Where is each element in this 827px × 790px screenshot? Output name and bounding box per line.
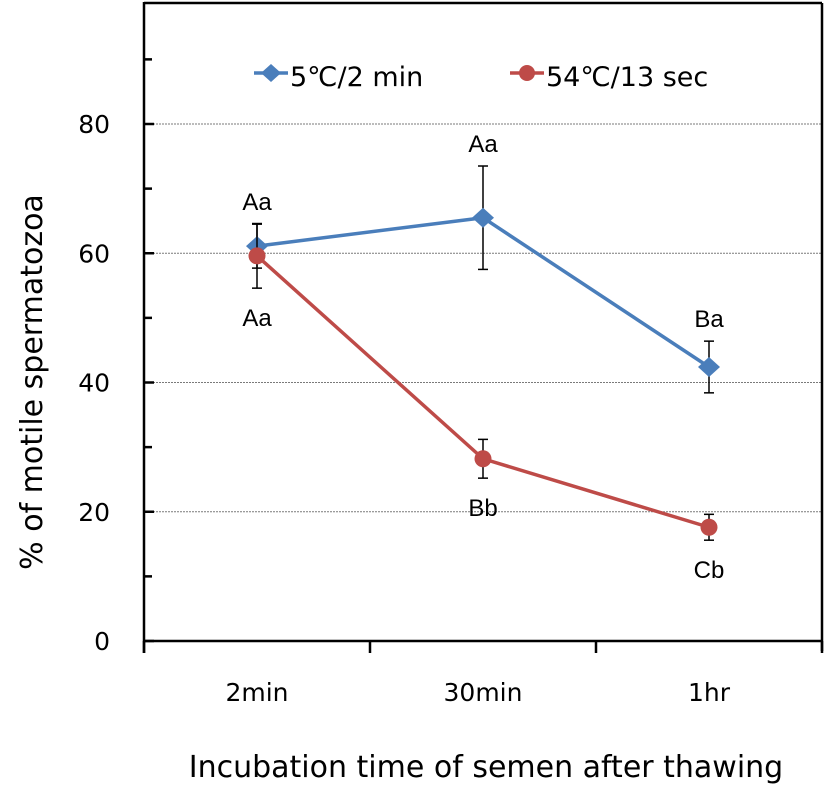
- data-point-diamond: [698, 356, 720, 377]
- data-point-circle: [700, 518, 718, 536]
- data-annotation: Bb: [468, 495, 497, 522]
- x-tick-label: 2min: [225, 678, 288, 707]
- x-axis-title: Incubation time of semen after thawing: [189, 750, 783, 785]
- series-0: [246, 165, 720, 394]
- y-tick-label: 0: [94, 627, 110, 656]
- data-point-diamond: [472, 207, 494, 228]
- y-tick-label: 80: [78, 110, 110, 139]
- legend-label: 54℃/13 sec: [546, 62, 708, 93]
- y-tick-label: 60: [78, 239, 110, 268]
- axes: [142, 1, 824, 653]
- legend-circle-icon: [519, 65, 535, 81]
- data-annotation: Cb: [694, 557, 725, 584]
- y-tick-label: 40: [78, 369, 110, 398]
- data-annotation: Aa: [242, 189, 272, 216]
- legend-item-1: 54℃/13 sec: [510, 62, 708, 93]
- data-annotation: Aa: [468, 131, 498, 158]
- legend: 5℃/2 min 54℃/13 sec: [254, 62, 708, 93]
- series-line: [255, 254, 710, 529]
- data-annotation: Aa: [242, 305, 272, 332]
- x-tick-label: 1hr: [688, 678, 731, 707]
- data-point-circle: [474, 450, 492, 468]
- legend-diamond-icon: [261, 64, 281, 82]
- data-annotation: Ba: [694, 306, 724, 333]
- y-tick-label: 20: [78, 498, 110, 527]
- y-axis-title: % of motile spermatozoa: [15, 194, 50, 570]
- series-1: [248, 222, 718, 541]
- series: [246, 165, 720, 541]
- legend-label: 5℃/2 min: [290, 62, 423, 93]
- legend-item-0: 5℃/2 min: [254, 62, 423, 93]
- tick-labels: 0 20 40 60 80 2min 30min 1hr Aa Aa Ba Aa Bb Cb: [78, 110, 731, 707]
- x-tick-label: 30min: [444, 678, 523, 707]
- data-point-circle: [248, 247, 266, 265]
